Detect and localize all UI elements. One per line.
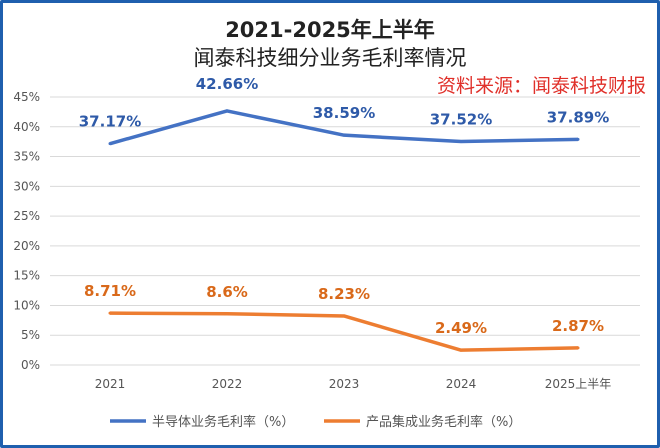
- data-point: [459, 348, 463, 352]
- y-tick-label: 15%: [13, 269, 40, 283]
- y-tick-label: 0%: [21, 358, 40, 372]
- source-annotation: 资料来源：闻泰科技财报: [437, 75, 646, 97]
- y-tick-label: 20%: [13, 239, 40, 253]
- data-point: [576, 137, 580, 141]
- data-point: [342, 133, 346, 137]
- y-tick-label: 25%: [13, 209, 40, 223]
- data-label: 2.87%: [552, 317, 604, 335]
- data-point: [108, 142, 112, 146]
- data-point: [342, 314, 346, 318]
- y-tick-label: 35%: [13, 150, 40, 164]
- data-label: 2.49%: [435, 319, 487, 337]
- data-label: 37.52%: [430, 111, 492, 129]
- y-tick-label: 10%: [13, 298, 40, 312]
- series-line-1: [109, 311, 579, 352]
- legend-label: 产品集成业务毛利率（%）: [366, 414, 521, 430]
- data-point: [459, 140, 463, 144]
- legend-label: 半导体业务毛利率（%）: [152, 414, 294, 430]
- chart-title: 2021-2025年上半年: [225, 18, 435, 42]
- y-tick-label: 45%: [13, 90, 40, 104]
- y-tick-label: 40%: [13, 120, 40, 134]
- data-label: 8.6%: [206, 283, 248, 301]
- data-point: [108, 311, 112, 315]
- data-point: [225, 312, 229, 316]
- x-tick-label: 2021: [95, 377, 126, 391]
- data-label: 8.23%: [318, 285, 370, 303]
- x-tick-label: 2024: [446, 377, 477, 391]
- data-label: 37.17%: [79, 113, 141, 131]
- data-label: 8.71%: [84, 282, 136, 300]
- x-tick-label: 2023: [329, 377, 360, 391]
- data-label: 37.89%: [547, 108, 609, 126]
- x-tick-label: 2022: [212, 377, 243, 391]
- data-point: [225, 109, 229, 113]
- y-tick-label: 30%: [13, 179, 40, 193]
- data-point: [576, 346, 580, 350]
- data-label: 42.66%: [196, 75, 258, 93]
- y-tick-label: 5%: [21, 328, 40, 342]
- data-label: 38.59%: [313, 104, 375, 122]
- x-tick-label: 2025上半年: [545, 377, 612, 391]
- chart-subtitle: 闻泰科技细分业务毛利率情况: [194, 46, 467, 70]
